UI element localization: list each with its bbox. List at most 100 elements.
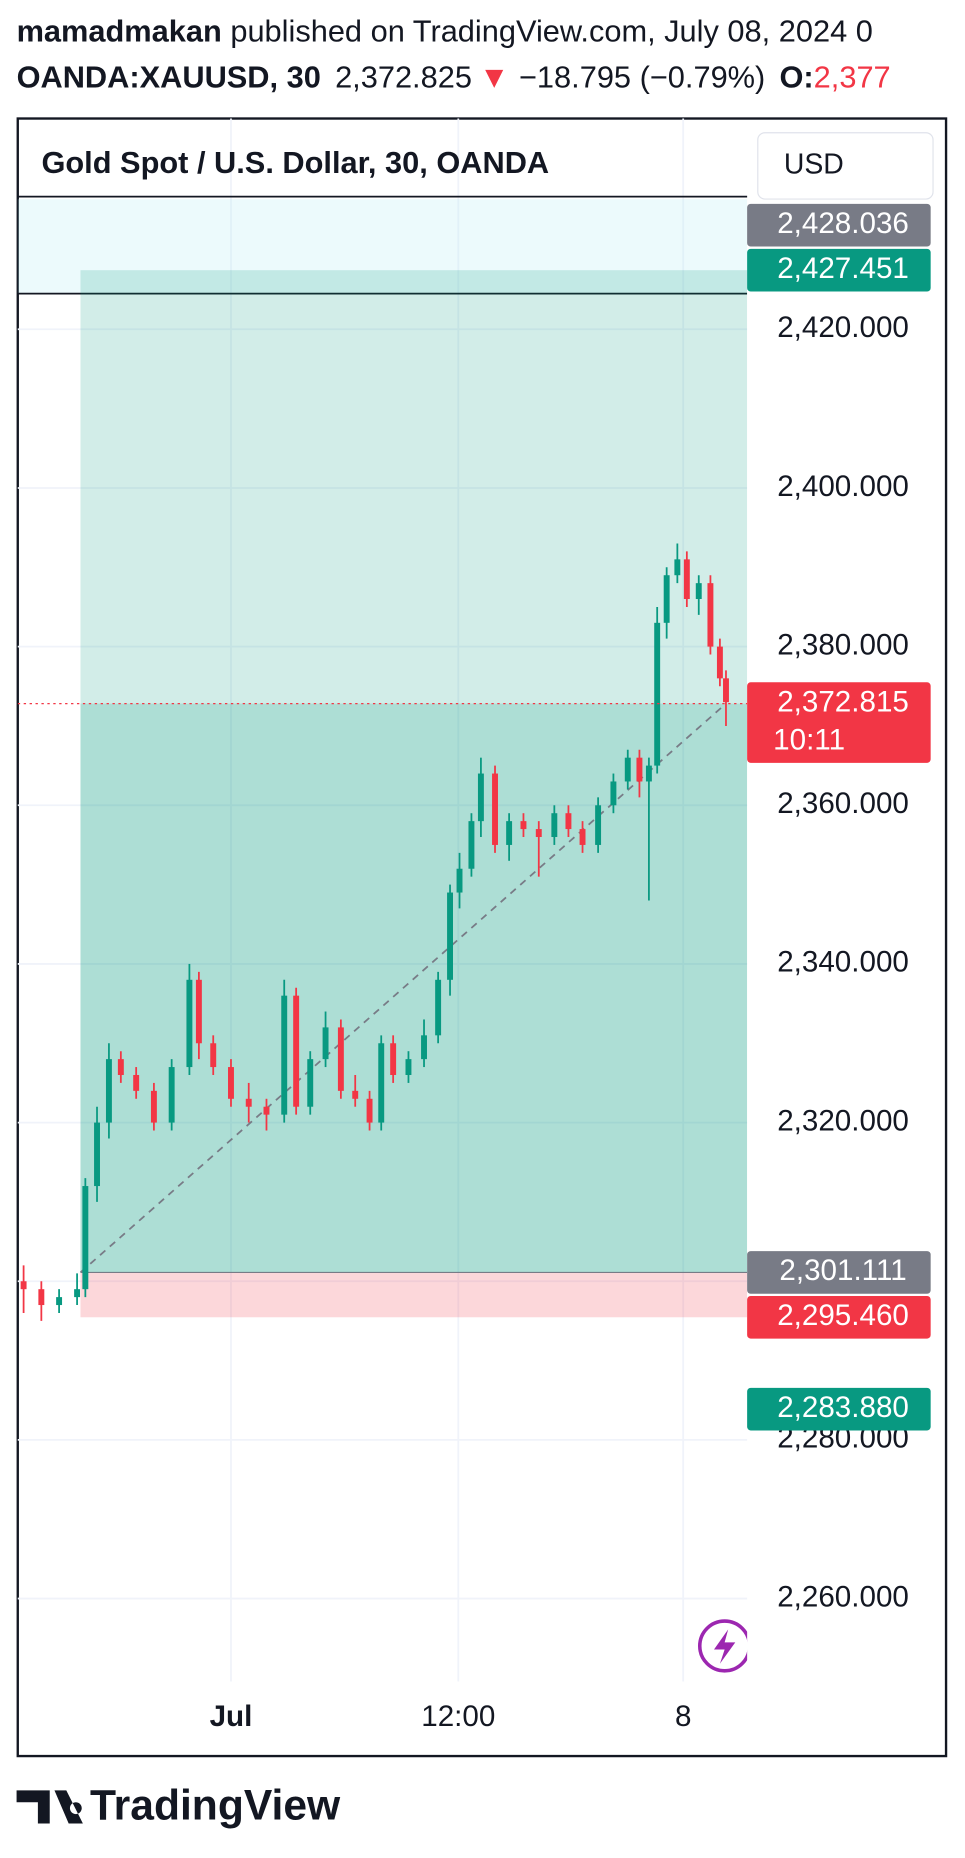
- x-tick-label: 8: [675, 1700, 691, 1733]
- candle-body: [447, 892, 453, 980]
- y-tick-label: 2,420.000: [777, 311, 909, 344]
- brand: TradingView: [90, 1781, 341, 1829]
- x-tick-label: 12:00: [421, 1700, 495, 1733]
- candle-body: [535, 829, 542, 838]
- candle-body: [366, 1098, 373, 1123]
- price-label: 2,372.815: [777, 685, 909, 718]
- highlight-band: [17, 199, 748, 294]
- candle-body: [674, 559, 681, 576]
- candle-body: [38, 1289, 45, 1306]
- x-tick-label: Jul: [210, 1700, 253, 1733]
- candle-body: [94, 1122, 100, 1187]
- down-arrow: ▼: [479, 60, 509, 95]
- trend-line: [79, 702, 727, 1274]
- candle-body: [20, 1281, 27, 1290]
- chart-frame: [16, 117, 948, 1758]
- candle-body: [293, 995, 300, 1107]
- icon-bolt[interactable]: [713, 1629, 736, 1664]
- candle-body: [228, 1067, 234, 1099]
- author: mamadmakan: [17, 13, 222, 48]
- candle-body: [210, 1043, 217, 1068]
- candle-body: [663, 575, 670, 623]
- symbol: OANDA:XAUUSD, 30: [17, 60, 321, 95]
- candle-body: [520, 821, 527, 830]
- last-price: 2,372.825: [335, 60, 472, 95]
- price-label: 2,428.036: [777, 207, 909, 240]
- candle-body: [456, 868, 463, 893]
- price-label-box: [747, 248, 931, 292]
- target-zone: [80, 270, 748, 1273]
- price-label-box: [747, 1387, 931, 1431]
- candle-body: [56, 1297, 63, 1306]
- candle-body: [405, 1059, 412, 1075]
- candle-body: [186, 979, 193, 1068]
- price-label: 2,295.460: [777, 1299, 909, 1332]
- currency[interactable]: USD: [784, 148, 844, 180]
- price-label: 2,301.111: [779, 1254, 906, 1287]
- candle-body: [716, 646, 723, 679]
- candle-body: [82, 1186, 89, 1290]
- candle-body: [595, 805, 602, 845]
- candle-body: [435, 979, 442, 1036]
- candle-body: [337, 1027, 344, 1091]
- candle-body: [281, 995, 288, 1115]
- y-tick-label: 2,340.000: [777, 946, 909, 979]
- candle-body: [352, 1090, 359, 1099]
- candle-body: [624, 757, 631, 782]
- candle-body: [150, 1090, 157, 1123]
- price-label: 2,427.451: [777, 252, 909, 285]
- symbol-line: OANDA:XAUUSD, 30 2,372.825 ▼ −18.795 (−0.79…: [17, 60, 891, 95]
- price-label-box: [747, 682, 931, 763]
- candle-body: [683, 559, 690, 600]
- candle-body: [74, 1289, 81, 1298]
- candle-body: [610, 781, 617, 806]
- candle-body: [322, 1027, 329, 1060]
- published: published on TradingView.com, July 08, 2…: [222, 13, 873, 48]
- candle-body: [133, 1074, 140, 1091]
- candle-body: [468, 821, 475, 869]
- candle-body: [707, 583, 714, 647]
- y-tick-label: 2,320.000: [777, 1104, 909, 1137]
- open-value: 2,377: [814, 60, 891, 95]
- candle-body: [117, 1059, 124, 1075]
- change: −18.795 (−0.79%): [519, 60, 765, 95]
- candle-body: [307, 1059, 314, 1107]
- y-tick-label: 2,260.000: [777, 1580, 909, 1613]
- candle-body: [506, 821, 513, 845]
- candle-body: [695, 583, 702, 600]
- candle-body: [421, 1035, 427, 1060]
- candle-body: [636, 757, 643, 782]
- candle-body: [105, 1059, 112, 1123]
- lightning-icon[interactable]: [698, 1619, 750, 1673]
- candle-body: [723, 678, 729, 703]
- candle-body: [645, 765, 652, 782]
- y-tick-label: 2,400.000: [777, 470, 909, 503]
- currency-button[interactable]: [757, 132, 934, 200]
- price-label-box: [747, 203, 931, 247]
- candle-body: [579, 829, 586, 845]
- y-tick-label: 2,360.000: [777, 787, 909, 820]
- chart-title: Gold Spot / U.S. Dollar, 30, OANDA: [41, 145, 549, 180]
- candle-body: [551, 813, 558, 838]
- candle-body: [390, 1043, 397, 1075]
- candle-body: [263, 1106, 270, 1115]
- candle-body: [245, 1098, 252, 1107]
- logo-mark: [16, 1790, 83, 1824]
- publish-line: mamadmakan published on TradingView.com,…: [17, 13, 873, 48]
- progress-zone: [80, 703, 748, 1273]
- candle-body: [378, 1043, 385, 1123]
- stop-zone: [80, 1272, 748, 1318]
- candle-body: [654, 622, 661, 766]
- candle-body: [492, 773, 498, 845]
- candle-body: [195, 979, 202, 1044]
- countdown: 10:11: [773, 723, 845, 756]
- price-label-box: [747, 1251, 931, 1294]
- candle-body: [565, 813, 572, 830]
- candle-body: [477, 773, 484, 822]
- price-label-box: [747, 1295, 931, 1339]
- y-tick-label: 2,380.000: [777, 628, 909, 661]
- price-label: 2,283.880: [777, 1391, 909, 1424]
- candle-body: [168, 1067, 175, 1123]
